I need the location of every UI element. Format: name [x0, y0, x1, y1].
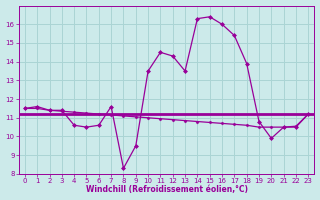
X-axis label: Windchill (Refroidissement éolien,°C): Windchill (Refroidissement éolien,°C) — [85, 185, 248, 194]
